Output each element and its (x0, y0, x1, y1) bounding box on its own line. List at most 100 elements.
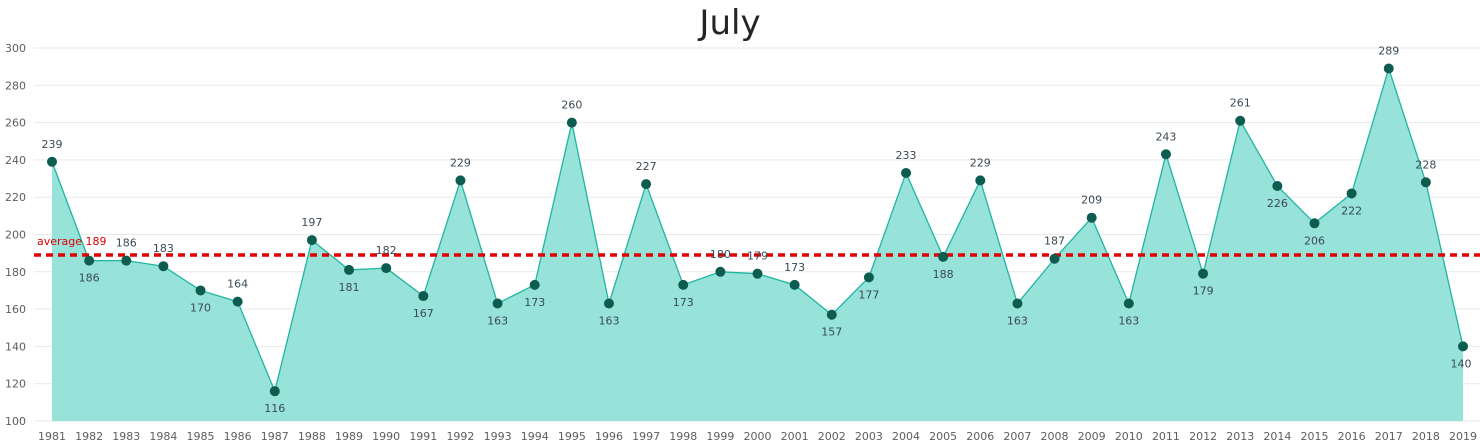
x-tick-label: 1997 (632, 430, 660, 443)
x-tick-label: 2010 (1115, 430, 1143, 443)
data-point-1993[interactable] (492, 298, 503, 309)
data-label-1983: 186 (116, 237, 137, 250)
data-point-1984[interactable] (158, 261, 169, 272)
x-tick-label: 2008 (1041, 430, 1069, 443)
data-label-1987: 116 (264, 402, 285, 415)
x-tick-label: 2007 (1003, 430, 1031, 443)
data-point-2008[interactable] (1049, 253, 1060, 264)
data-label-1992: 229 (450, 156, 471, 169)
data-point-2016[interactable] (1346, 188, 1357, 199)
x-tick-label: 2016 (1338, 430, 1366, 443)
data-point-2000[interactable] (752, 268, 763, 279)
data-point-1987[interactable] (269, 386, 280, 397)
data-label-1982: 186 (79, 272, 100, 285)
data-point-2012[interactable] (1198, 268, 1209, 279)
data-point-2017[interactable] (1383, 63, 1394, 74)
data-point-1988[interactable] (306, 235, 317, 246)
data-point-1996[interactable] (603, 298, 614, 309)
data-label-2018: 228 (1415, 158, 1436, 171)
data-point-1994[interactable] (529, 279, 540, 290)
data-point-2011[interactable] (1160, 149, 1171, 160)
data-point-1998[interactable] (678, 279, 689, 290)
x-tick-label: 2004 (892, 430, 920, 443)
data-point-1981[interactable] (47, 156, 57, 167)
data-point-1983[interactable] (121, 255, 132, 266)
data-point-1985[interactable] (195, 285, 206, 296)
data-label-2016: 222 (1341, 204, 1362, 217)
x-tick-label: 1994 (521, 430, 549, 443)
data-label-1997: 227 (636, 160, 657, 173)
data-point-2019[interactable] (1458, 341, 1468, 352)
y-tick-label: 160 (5, 303, 26, 316)
data-label-2001: 173 (784, 261, 805, 274)
data-label-1981: 239 (42, 138, 63, 151)
data-label-2013: 261 (1230, 97, 1251, 110)
x-tick-label: 1987 (261, 430, 289, 443)
x-tick-label: 2000 (744, 430, 772, 443)
y-tick-label: 260 (5, 117, 26, 130)
data-markers (47, 63, 1468, 397)
x-tick-label: 1991 (409, 430, 437, 443)
data-point-2004[interactable] (901, 167, 912, 178)
y-tick-label: 240 (5, 154, 26, 167)
data-point-1989[interactable] (344, 264, 355, 275)
chart-title: July (697, 3, 760, 43)
average-reference-line: average 189 (34, 235, 1480, 257)
x-tick-label: 2012 (1189, 430, 1217, 443)
data-point-2014[interactable] (1272, 181, 1283, 192)
data-label-2003: 177 (858, 288, 879, 301)
data-label-2002: 157 (821, 326, 842, 339)
x-tick-label: 2019 (1449, 430, 1477, 443)
data-label-2009: 209 (1081, 194, 1102, 207)
data-label-2004: 233 (896, 149, 917, 162)
y-tick-label: 120 (5, 378, 26, 391)
data-point-2015[interactable] (1309, 218, 1320, 229)
data-point-1982[interactable] (84, 255, 95, 266)
data-point-1991[interactable] (418, 291, 429, 302)
x-tick-label: 1982 (75, 430, 103, 443)
x-tick-label: 1984 (149, 430, 177, 443)
data-label-1993: 163 (487, 315, 508, 328)
x-tick-label: 1985 (187, 430, 215, 443)
data-point-2005[interactable] (938, 251, 949, 262)
data-point-2013[interactable] (1235, 115, 1246, 126)
x-tick-label: 2011 (1152, 430, 1180, 443)
data-label-1999: 180 (710, 248, 731, 261)
data-label-1984: 183 (153, 242, 174, 255)
x-tick-label: 1983 (112, 430, 140, 443)
y-tick-label: 280 (5, 79, 26, 92)
x-tick-label: 1986 (224, 430, 252, 443)
data-point-2009[interactable] (1086, 212, 1097, 223)
data-point-1990[interactable] (381, 263, 392, 274)
data-label-2007: 163 (1007, 315, 1028, 328)
x-tick-label: 2017 (1375, 430, 1403, 443)
y-axis: 100 120 140 160 180 200 220 240 260 280 300 (5, 42, 26, 428)
data-label-2000: 179 (747, 250, 768, 263)
x-tick-label: 2013 (1226, 430, 1254, 443)
data-point-1999[interactable] (715, 266, 726, 277)
data-label-1990: 182 (376, 244, 397, 257)
data-point-2006[interactable] (975, 175, 986, 186)
data-label-1996: 163 (598, 315, 619, 328)
x-tick-label: 1988 (298, 430, 326, 443)
data-point-2001[interactable] (789, 279, 800, 290)
x-tick-label: 2002 (818, 430, 846, 443)
x-tick-label: 2005 (929, 430, 957, 443)
data-point-1992[interactable] (455, 175, 466, 186)
x-tick-label: 2014 (1263, 430, 1291, 443)
data-point-1995[interactable] (566, 117, 577, 128)
data-label-2019: 140 (1451, 357, 1472, 370)
data-point-2018[interactable] (1420, 177, 1431, 188)
data-point-1986[interactable] (232, 296, 243, 307)
data-label-2006: 229 (970, 156, 991, 169)
data-point-1997[interactable] (641, 179, 652, 190)
x-tick-label: 1995 (558, 430, 586, 443)
data-point-2003[interactable] (863, 272, 874, 283)
y-tick-label: 200 (5, 229, 26, 242)
data-point-2002[interactable] (826, 309, 837, 320)
data-point-2007[interactable] (1012, 298, 1023, 309)
x-tick-label: 1992 (446, 430, 474, 443)
data-label-1986: 164 (227, 278, 248, 291)
data-point-2010[interactable] (1123, 298, 1134, 309)
